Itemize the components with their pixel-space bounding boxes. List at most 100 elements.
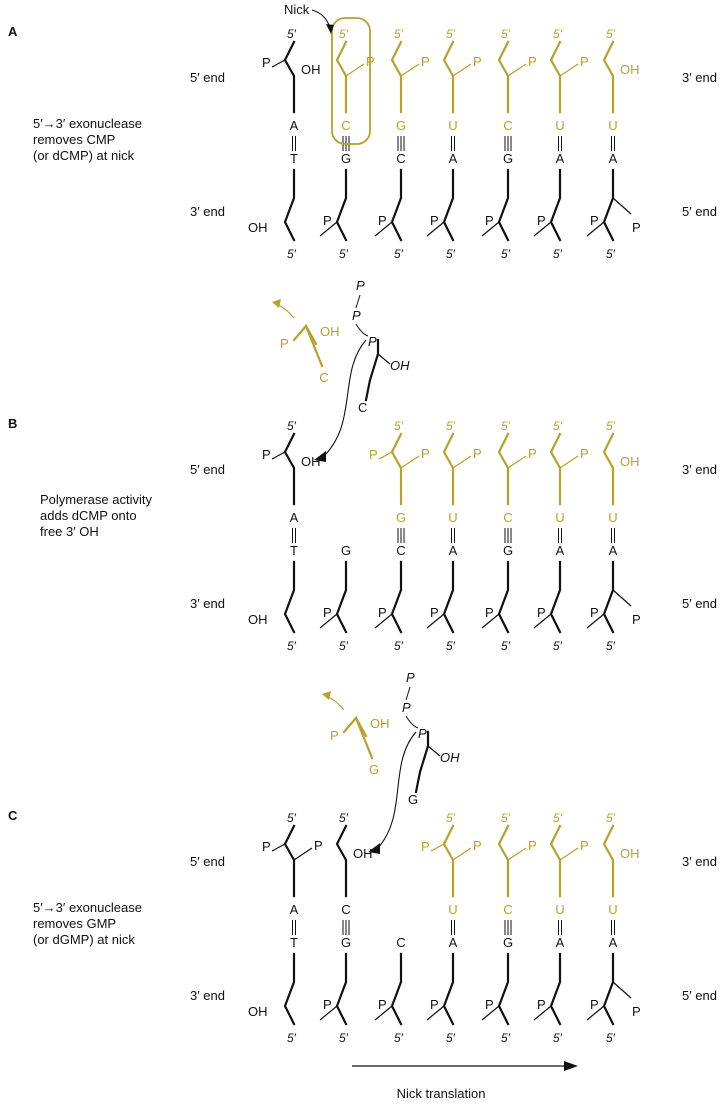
bottom-sugar-backbone xyxy=(283,168,296,242)
bottom-sugar-backbone xyxy=(390,952,403,1026)
three-end-label-right: 3′ end xyxy=(682,854,717,869)
bottom-sugar-backbone xyxy=(602,560,615,634)
top-nucleotide-3: 5′ U P xyxy=(442,27,482,133)
alpha-phosphate-label: P xyxy=(368,334,377,349)
base-pair-bond xyxy=(451,136,455,151)
bottom-five-prime-label: 5′ xyxy=(287,1031,297,1045)
three-end-label-left: 3′ end xyxy=(190,596,225,611)
top-base-label: U xyxy=(448,118,457,133)
beta-phosphate-label: P xyxy=(402,700,411,715)
bottom-five-prime-label: 5′ xyxy=(501,1031,511,1045)
bottom-nucleotide-3: A 5′ P xyxy=(426,543,458,653)
bottom-five-prime-label: 5′ xyxy=(287,247,297,261)
bottom-nucleotide-2: C 5′ P xyxy=(374,151,406,261)
top-base-label: U xyxy=(555,118,564,133)
beta-phosphate-label: P xyxy=(352,308,361,323)
bottom-nucleotide-4: G 5′ P xyxy=(481,935,513,1045)
bottom-nucleotide-1: G 5′ P xyxy=(319,935,351,1045)
top-sugar-backbone xyxy=(283,432,296,506)
panel-C: C 5′ end 3′ end 3′ end 5′ end 5′→3′ exonuclea… xyxy=(8,670,717,1045)
panel-letter: B xyxy=(8,416,17,431)
phosphate-label: P xyxy=(580,838,589,853)
incoming-branch xyxy=(377,353,391,365)
hydroxyl-label: OH xyxy=(301,454,321,469)
nick-arrowhead xyxy=(326,24,334,34)
phosphodiester-link xyxy=(481,221,500,237)
phosphodiester-link xyxy=(374,1005,393,1021)
bottom-nucleotide-1: G 5′ P xyxy=(319,543,351,653)
phosphate-label: P xyxy=(590,213,599,228)
phosphodiester-link xyxy=(559,847,579,861)
phosphate-label: P xyxy=(632,1004,641,1019)
phosphate-label: P xyxy=(632,220,641,235)
top-base-label: G xyxy=(396,118,406,133)
top-sugar-backbone xyxy=(283,40,296,114)
bottom-base-label: G xyxy=(503,543,513,558)
top-sugar-backbone xyxy=(442,824,455,898)
caption-line-2: (or dGMP) at nick xyxy=(33,932,135,947)
phosphate-label: P xyxy=(430,213,439,228)
bottom-five-prime-label: 5′ xyxy=(394,639,404,653)
phosphate-link xyxy=(612,589,632,607)
phosphodiester-link xyxy=(481,613,500,629)
phosphate-label: P xyxy=(485,213,494,228)
phosphate-label: P xyxy=(262,839,271,854)
bottom-sugar-backbone xyxy=(442,952,455,1026)
phosphodiester-link xyxy=(400,455,420,469)
five-end-label-left: 5′ end xyxy=(190,462,225,477)
phosphate-label: P xyxy=(590,605,599,620)
phosphate-label: P xyxy=(421,446,430,461)
released-phosphate-label: P xyxy=(330,728,339,743)
bottom-five-prime-label: 5′ xyxy=(446,639,456,653)
bottom-nucleotide-5: A 5′ P xyxy=(533,935,565,1045)
bottom-nucleotide-2: C 5′ P xyxy=(374,543,406,653)
incoming-base-label: G xyxy=(408,792,418,807)
panel-letter: C xyxy=(8,808,18,823)
top-base-label: C xyxy=(341,902,350,917)
panels-layer: A 5′ end 3′ end 3′ end 5′ end 5′→3′ exonuclea… xyxy=(8,2,717,1045)
bottom-base-label: A xyxy=(609,151,618,166)
phosphodiester-link xyxy=(507,455,527,469)
bottom-five-prime-label: 5′ xyxy=(339,639,349,653)
bottom-sugar-backbone xyxy=(390,560,403,634)
phosphate-label: P xyxy=(421,839,430,854)
bottom-five-prime-label: 5′ xyxy=(606,247,616,261)
base-pair-bond xyxy=(611,136,615,151)
phosphate-label: P xyxy=(528,838,537,853)
top-base-label: C xyxy=(341,118,350,133)
released-nucleotide: P OH G xyxy=(322,691,390,777)
bottom-base-label: A xyxy=(609,543,618,558)
top-five-prime-label: 5′ xyxy=(501,27,511,41)
released-arrowhead xyxy=(322,691,331,700)
bottom-base-label: G xyxy=(341,935,351,950)
bottom-nucleotide-5: A 5′ P xyxy=(533,151,565,261)
top-sugar-backbone xyxy=(549,40,562,114)
phosphodiester-link xyxy=(481,1005,500,1021)
top-sugar-backbone xyxy=(335,40,348,114)
top-five-prime-label: 5′ xyxy=(446,419,456,433)
phosphate-label: P xyxy=(262,55,271,70)
bottom-base-label: A xyxy=(556,935,565,950)
top-nucleotide-6: 5′ U OH xyxy=(602,811,640,917)
phosphodiester-link xyxy=(426,221,445,237)
bottom-base-label: A xyxy=(449,151,458,166)
base-pair-bond xyxy=(558,136,562,151)
nick-translation-arrow xyxy=(352,1061,578,1071)
phosphate-link xyxy=(271,59,286,68)
attack-arrowhead xyxy=(368,843,380,854)
phosphodiester-link xyxy=(533,221,552,237)
phosphate-label: P xyxy=(314,838,323,853)
bottom-base-label: C xyxy=(396,543,405,558)
phosphodiester-link xyxy=(452,847,472,861)
phosphate-label: P xyxy=(430,605,439,620)
caption-line-2: (or dCMP) at nick xyxy=(33,148,135,163)
phosphate-bond xyxy=(405,715,419,729)
gamma-phosphate-label: P xyxy=(356,278,365,293)
base-pair-bond xyxy=(611,528,615,543)
top-sugar-backbone xyxy=(549,824,562,898)
phosphate-label: P xyxy=(378,997,387,1012)
phosphodiester-link xyxy=(533,1005,552,1021)
incoming-base-label: C xyxy=(358,400,367,415)
bottom-sugar-backbone xyxy=(442,560,455,634)
